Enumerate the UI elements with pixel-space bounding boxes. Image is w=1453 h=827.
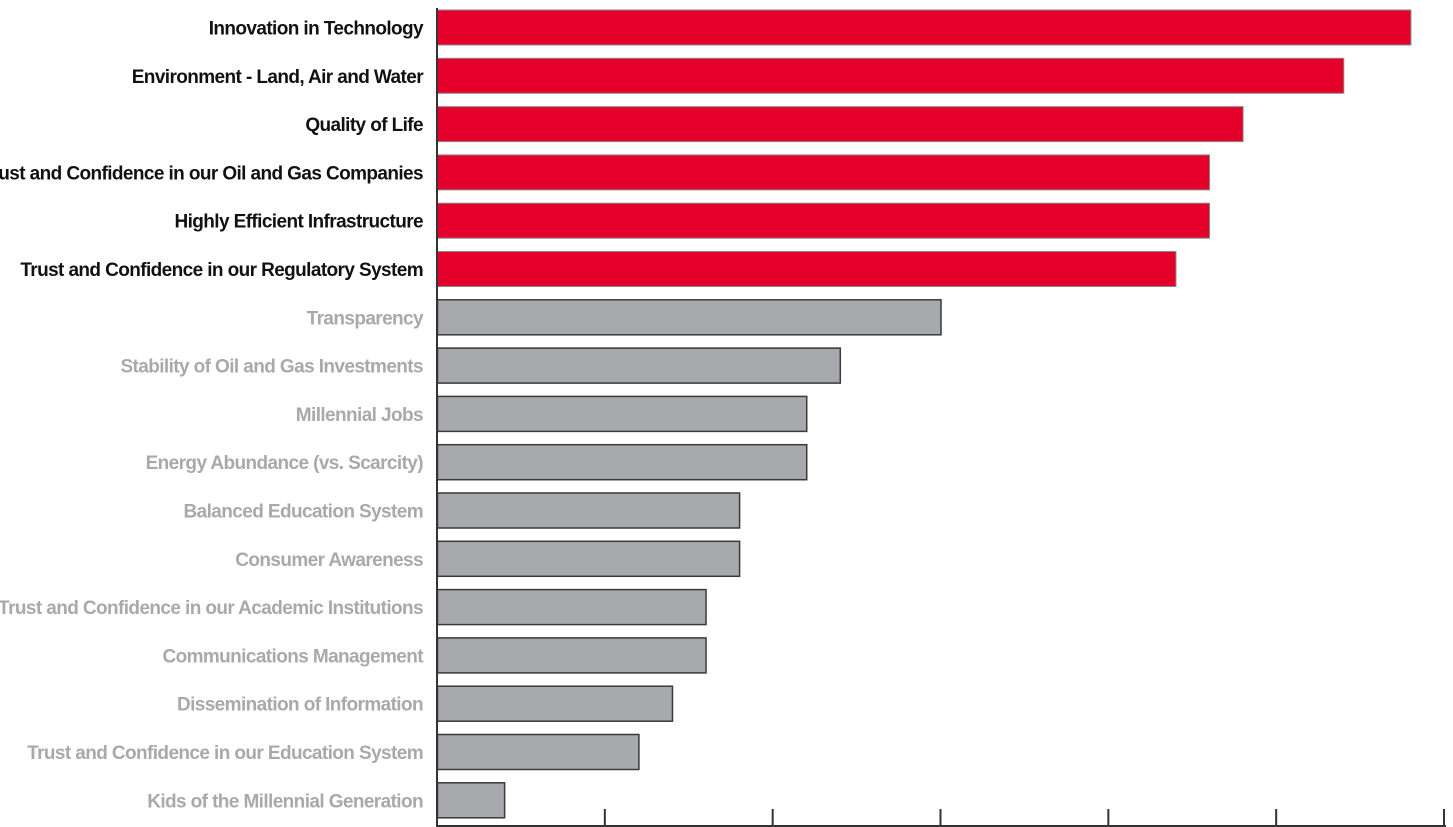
- category-label: Transparency: [307, 308, 424, 329]
- bar: [436, 588, 707, 626]
- category-label: Environment - Land, Air and Water: [132, 67, 424, 88]
- bar: [436, 733, 640, 771]
- category-label: Highly Efficient Infrastructure: [175, 212, 424, 233]
- bar: [437, 9, 1412, 46]
- bar: [436, 299, 942, 336]
- category-label: Innovation in Technology: [209, 19, 424, 40]
- category-label: Kids of the Millennial Generation: [147, 791, 423, 812]
- category-label: Trust and Confidence in our Oil and Gas …: [0, 163, 423, 184]
- bar: [437, 202, 1211, 239]
- bars-layer: [436, 9, 1412, 819]
- bar: [436, 637, 707, 674]
- category-label: Consumer Awareness: [235, 550, 423, 571]
- category-label: Stability of Oil and Gas Investments: [120, 357, 423, 378]
- bar: [437, 106, 1244, 143]
- bar: [436, 347, 842, 384]
- category-label: Balanced Education System: [184, 502, 423, 523]
- bar: [436, 492, 741, 529]
- bar: [436, 782, 506, 819]
- bar: [436, 540, 741, 578]
- bar: [436, 395, 808, 433]
- category-label: Trust and Confidence in our Regulatory S…: [20, 260, 423, 281]
- category-label: Trust and Confidence in our Academic Ins…: [0, 598, 423, 619]
- category-label: Quality of Life: [305, 115, 423, 136]
- bar: [437, 57, 1345, 94]
- bar: [436, 685, 674, 722]
- category-label: Dissemination of Information: [177, 695, 423, 716]
- category-label: Trust and Confidence in our Education Sy…: [27, 743, 423, 764]
- bar: [437, 251, 1177, 287]
- category-label: Energy Abundance (vs. Scarcity): [146, 453, 424, 474]
- category-label: Millennial Jobs: [296, 405, 423, 426]
- bar: [437, 154, 1211, 191]
- x-axis: [436, 8, 1446, 827]
- bar: [436, 443, 808, 481]
- category-label: Communications Management: [162, 646, 424, 667]
- category-labels: Innovation in Technology Environment - La…: [0, 19, 425, 813]
